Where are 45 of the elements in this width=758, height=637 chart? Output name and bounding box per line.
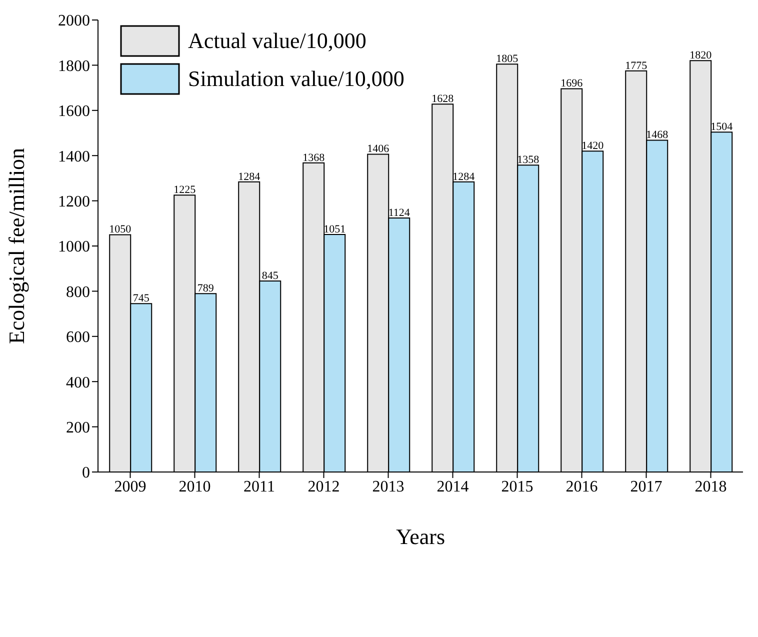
x-tick-label: 2009 xyxy=(114,478,146,496)
y-tick-label: 1200 xyxy=(58,193,90,210)
x-axis-title: Years xyxy=(396,524,446,549)
data-label: 1050 xyxy=(109,224,132,236)
x-tick-label: 2012 xyxy=(308,478,340,496)
data-label: 1124 xyxy=(388,206,410,219)
data-label: 1820 xyxy=(690,50,712,62)
y-tick-label: 1400 xyxy=(58,148,90,166)
y-tick-label: 1800 xyxy=(58,58,90,75)
data-label: 1468 xyxy=(646,129,669,142)
x-tick-label: 2018 xyxy=(694,478,727,496)
x-tick-label: 2014 xyxy=(436,478,469,496)
data-label: 1628 xyxy=(432,93,454,106)
y-tick-label: 0 xyxy=(82,464,90,482)
data-label: 745 xyxy=(132,292,150,305)
data-label: 1358 xyxy=(517,154,540,166)
data-label: 1051 xyxy=(324,223,346,236)
x-tick-label: 2010 xyxy=(178,478,211,496)
y-tick-label: 200 xyxy=(66,419,90,436)
y-tick-label: 800 xyxy=(66,284,90,301)
y-axis-title: Ecological fee/million xyxy=(4,148,29,344)
data-label: 845 xyxy=(262,270,279,282)
x-tick-label: 2016 xyxy=(566,478,598,496)
data-label: 1368 xyxy=(302,152,326,164)
legend-label: Simulation value/10,000 xyxy=(188,66,404,92)
data-label: 1696 xyxy=(560,78,584,90)
data-label: 1284 xyxy=(238,170,261,183)
y-tick-label: 1600 xyxy=(58,103,90,120)
data-label: 1805 xyxy=(496,53,519,66)
data-label: 789 xyxy=(197,282,214,295)
y-tick-label: 1000 xyxy=(58,238,90,256)
legend-label: Actual value/10,000 xyxy=(188,28,366,54)
x-tick-label: 2011 xyxy=(244,478,275,496)
y-tick-label: 600 xyxy=(66,329,90,346)
x-tick-label: 2013 xyxy=(372,478,404,496)
y-tick-label: 2000 xyxy=(58,12,90,30)
data-label: 1420 xyxy=(582,140,604,152)
data-label: 1284 xyxy=(452,170,476,183)
data-label: 1504 xyxy=(710,121,734,134)
y-tick-label: 400 xyxy=(66,374,90,392)
data-label: 1406 xyxy=(367,143,390,156)
x-tick-label: 2017 xyxy=(630,478,662,496)
data-label: 1775 xyxy=(625,60,648,72)
x-tick-label: 2015 xyxy=(501,478,534,496)
data-label: 1225 xyxy=(174,184,196,196)
